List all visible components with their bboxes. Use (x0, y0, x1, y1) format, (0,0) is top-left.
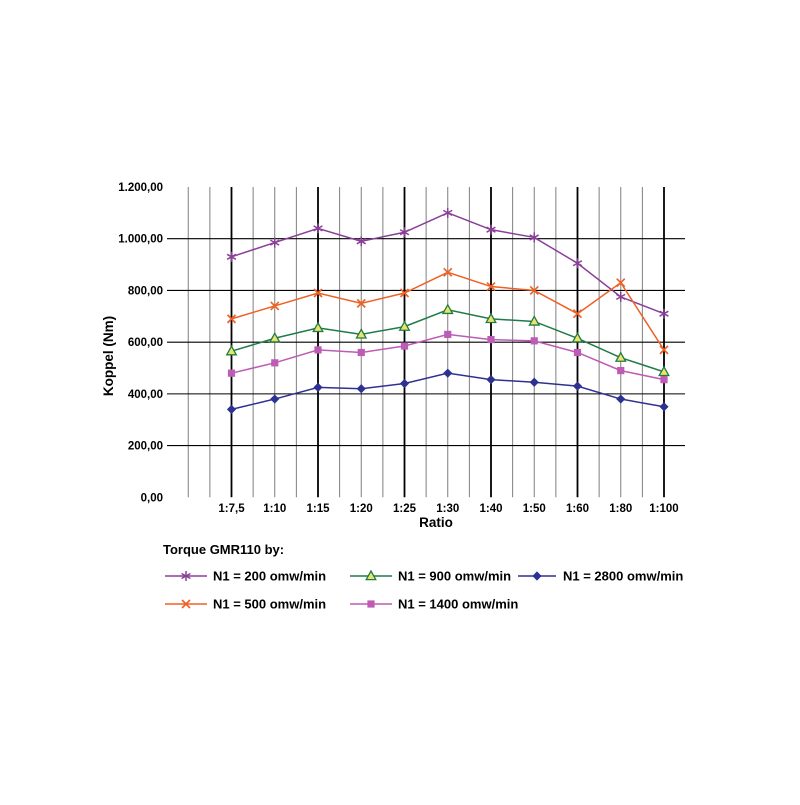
square-marker (660, 376, 668, 384)
legend-item-label: N1 = 900 omw/min (398, 569, 511, 584)
x-marker (443, 267, 453, 277)
star-marker (659, 310, 669, 317)
triangle-marker (398, 320, 411, 331)
triangle-marker (485, 312, 497, 324)
star-marker (529, 234, 540, 241)
diamond-marker (529, 377, 539, 387)
x-tick-label: 1:80 (609, 503, 632, 515)
diamond-marker (486, 375, 496, 385)
y-tick-label: 0,00 (141, 492, 163, 504)
diamond-marker (616, 394, 626, 404)
x-marker (616, 278, 626, 288)
x-axis-title: Ratio (419, 515, 453, 530)
x-tick-label: 1:10 (263, 503, 286, 515)
y-axis-title: Koppel (Nm) (101, 316, 116, 396)
square-marker (227, 369, 236, 377)
x-marker (659, 345, 669, 355)
diamond-marker (313, 382, 323, 393)
legend-item-label: N1 = 1400 omw/min (398, 597, 518, 612)
legend-item-label: N1 = 2800 omw/min (563, 569, 683, 584)
x-marker (486, 281, 496, 292)
legend-item-label: N1 = 200 omw/min (213, 569, 326, 584)
star-marker (181, 572, 191, 580)
y-tick-label: 200,00 (128, 441, 163, 453)
star-marker (572, 260, 583, 267)
x-marker (529, 285, 539, 296)
triangle-marker (614, 351, 627, 362)
square-marker (271, 359, 279, 367)
star-marker (313, 225, 323, 232)
y-tick-label: 1.200,00 (118, 182, 163, 194)
x-marker (356, 298, 366, 308)
y-tick-label: 400,00 (128, 389, 163, 401)
legend-item-label: N1 = 500 omw/min (213, 597, 326, 612)
x-marker (399, 288, 410, 298)
star-marker (486, 226, 496, 233)
x-marker (181, 599, 191, 609)
diamond-marker (572, 381, 583, 391)
square-marker (444, 330, 452, 338)
triangle-marker (571, 331, 584, 343)
square-marker (357, 348, 365, 357)
diamond-marker (226, 404, 237, 414)
triangle-marker (658, 365, 670, 377)
x-tick-label: 1:40 (479, 503, 502, 515)
y-tick-label: 800,00 (128, 285, 163, 297)
triangle-marker (365, 569, 377, 581)
x-marker (313, 288, 323, 298)
x-tick-label: 1:50 (523, 503, 546, 515)
diamond-marker (443, 368, 453, 378)
triangle-marker (528, 315, 541, 326)
triangle-marker (441, 303, 454, 315)
square-marker (314, 346, 322, 354)
triangle-marker (225, 344, 238, 356)
star-marker (226, 253, 237, 260)
x-marker (572, 309, 583, 319)
x-tick-label: 1:15 (306, 503, 330, 515)
x-marker (226, 314, 237, 324)
star-marker (399, 229, 410, 236)
square-marker (617, 366, 625, 375)
square-marker (367, 600, 375, 608)
diamond-marker (399, 378, 410, 389)
y-tick-label: 1.000,00 (118, 234, 163, 246)
diamond-marker (532, 571, 542, 581)
square-marker (573, 348, 582, 357)
star-marker (356, 238, 367, 245)
star-marker (442, 209, 453, 217)
x-tick-label: 1:60 (566, 503, 589, 515)
diamond-marker (659, 402, 669, 412)
square-marker (487, 335, 495, 344)
x-tick-label: 1:25 (393, 503, 417, 515)
x-marker (270, 301, 280, 311)
diamond-marker (270, 394, 280, 404)
square-marker (400, 342, 409, 350)
triangle-marker (355, 328, 368, 339)
star-marker (269, 239, 280, 246)
legend-title: Torque GMR110 by: (163, 542, 284, 557)
diamond-marker (356, 384, 366, 394)
x-tick-label: 1:7,5 (218, 503, 245, 515)
x-tick-label: 1:30 (436, 503, 459, 515)
square-marker (530, 337, 538, 345)
x-tick-label: 1:100 (649, 503, 678, 515)
triangle-marker (268, 331, 281, 343)
star-marker (615, 293, 626, 301)
y-tick-label: 600,00 (128, 337, 163, 349)
triangle-marker (312, 321, 324, 333)
x-tick-label: 1:20 (350, 503, 373, 515)
